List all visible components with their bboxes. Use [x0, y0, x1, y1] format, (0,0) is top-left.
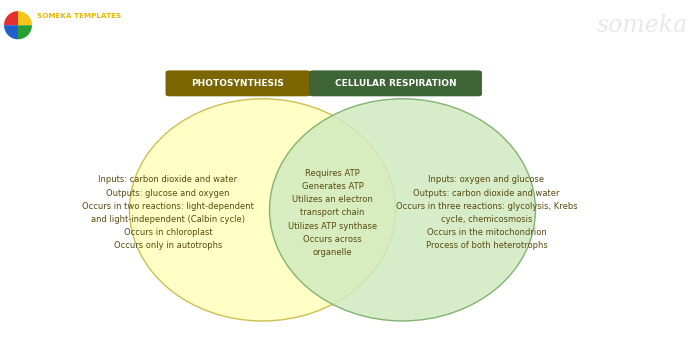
Text: SOMEKA TEMPLATES: SOMEKA TEMPLATES	[37, 13, 121, 19]
Text: CELLULAR RESPIRATION: CELLULAR RESPIRATION	[335, 79, 456, 88]
Text: Inputs: carbon dioxide and water
Outputs: glucose and oxygen
Occurs in two react: Inputs: carbon dioxide and water Outputs…	[82, 175, 254, 251]
Text: Requires ATP
Generates ATP
Utilizes an electron
transport chain
Utilizes ATP syn: Requires ATP Generates ATP Utilizes an e…	[288, 169, 377, 257]
FancyBboxPatch shape	[166, 71, 311, 96]
Text: PHOTOSYNTHESIS: PHOTOSYNTHESIS	[192, 79, 284, 88]
Text: PHOTOSYNTHESIS AND CELLULAR RESPIRATION VENN DIAGRAM: PHOTOSYNTHESIS AND CELLULAR RESPIRATION …	[37, 28, 387, 38]
Ellipse shape	[130, 99, 395, 321]
Wedge shape	[4, 11, 18, 25]
Text: someka: someka	[596, 14, 688, 37]
Wedge shape	[4, 25, 18, 39]
Text: Inputs: oxygen and glucose
Outputs: carbon dioxide and water
Occurs in three rea: Inputs: oxygen and glucose Outputs: carb…	[395, 175, 578, 251]
Wedge shape	[18, 11, 32, 25]
Wedge shape	[18, 25, 32, 39]
FancyBboxPatch shape	[309, 71, 482, 96]
Ellipse shape	[270, 99, 536, 321]
